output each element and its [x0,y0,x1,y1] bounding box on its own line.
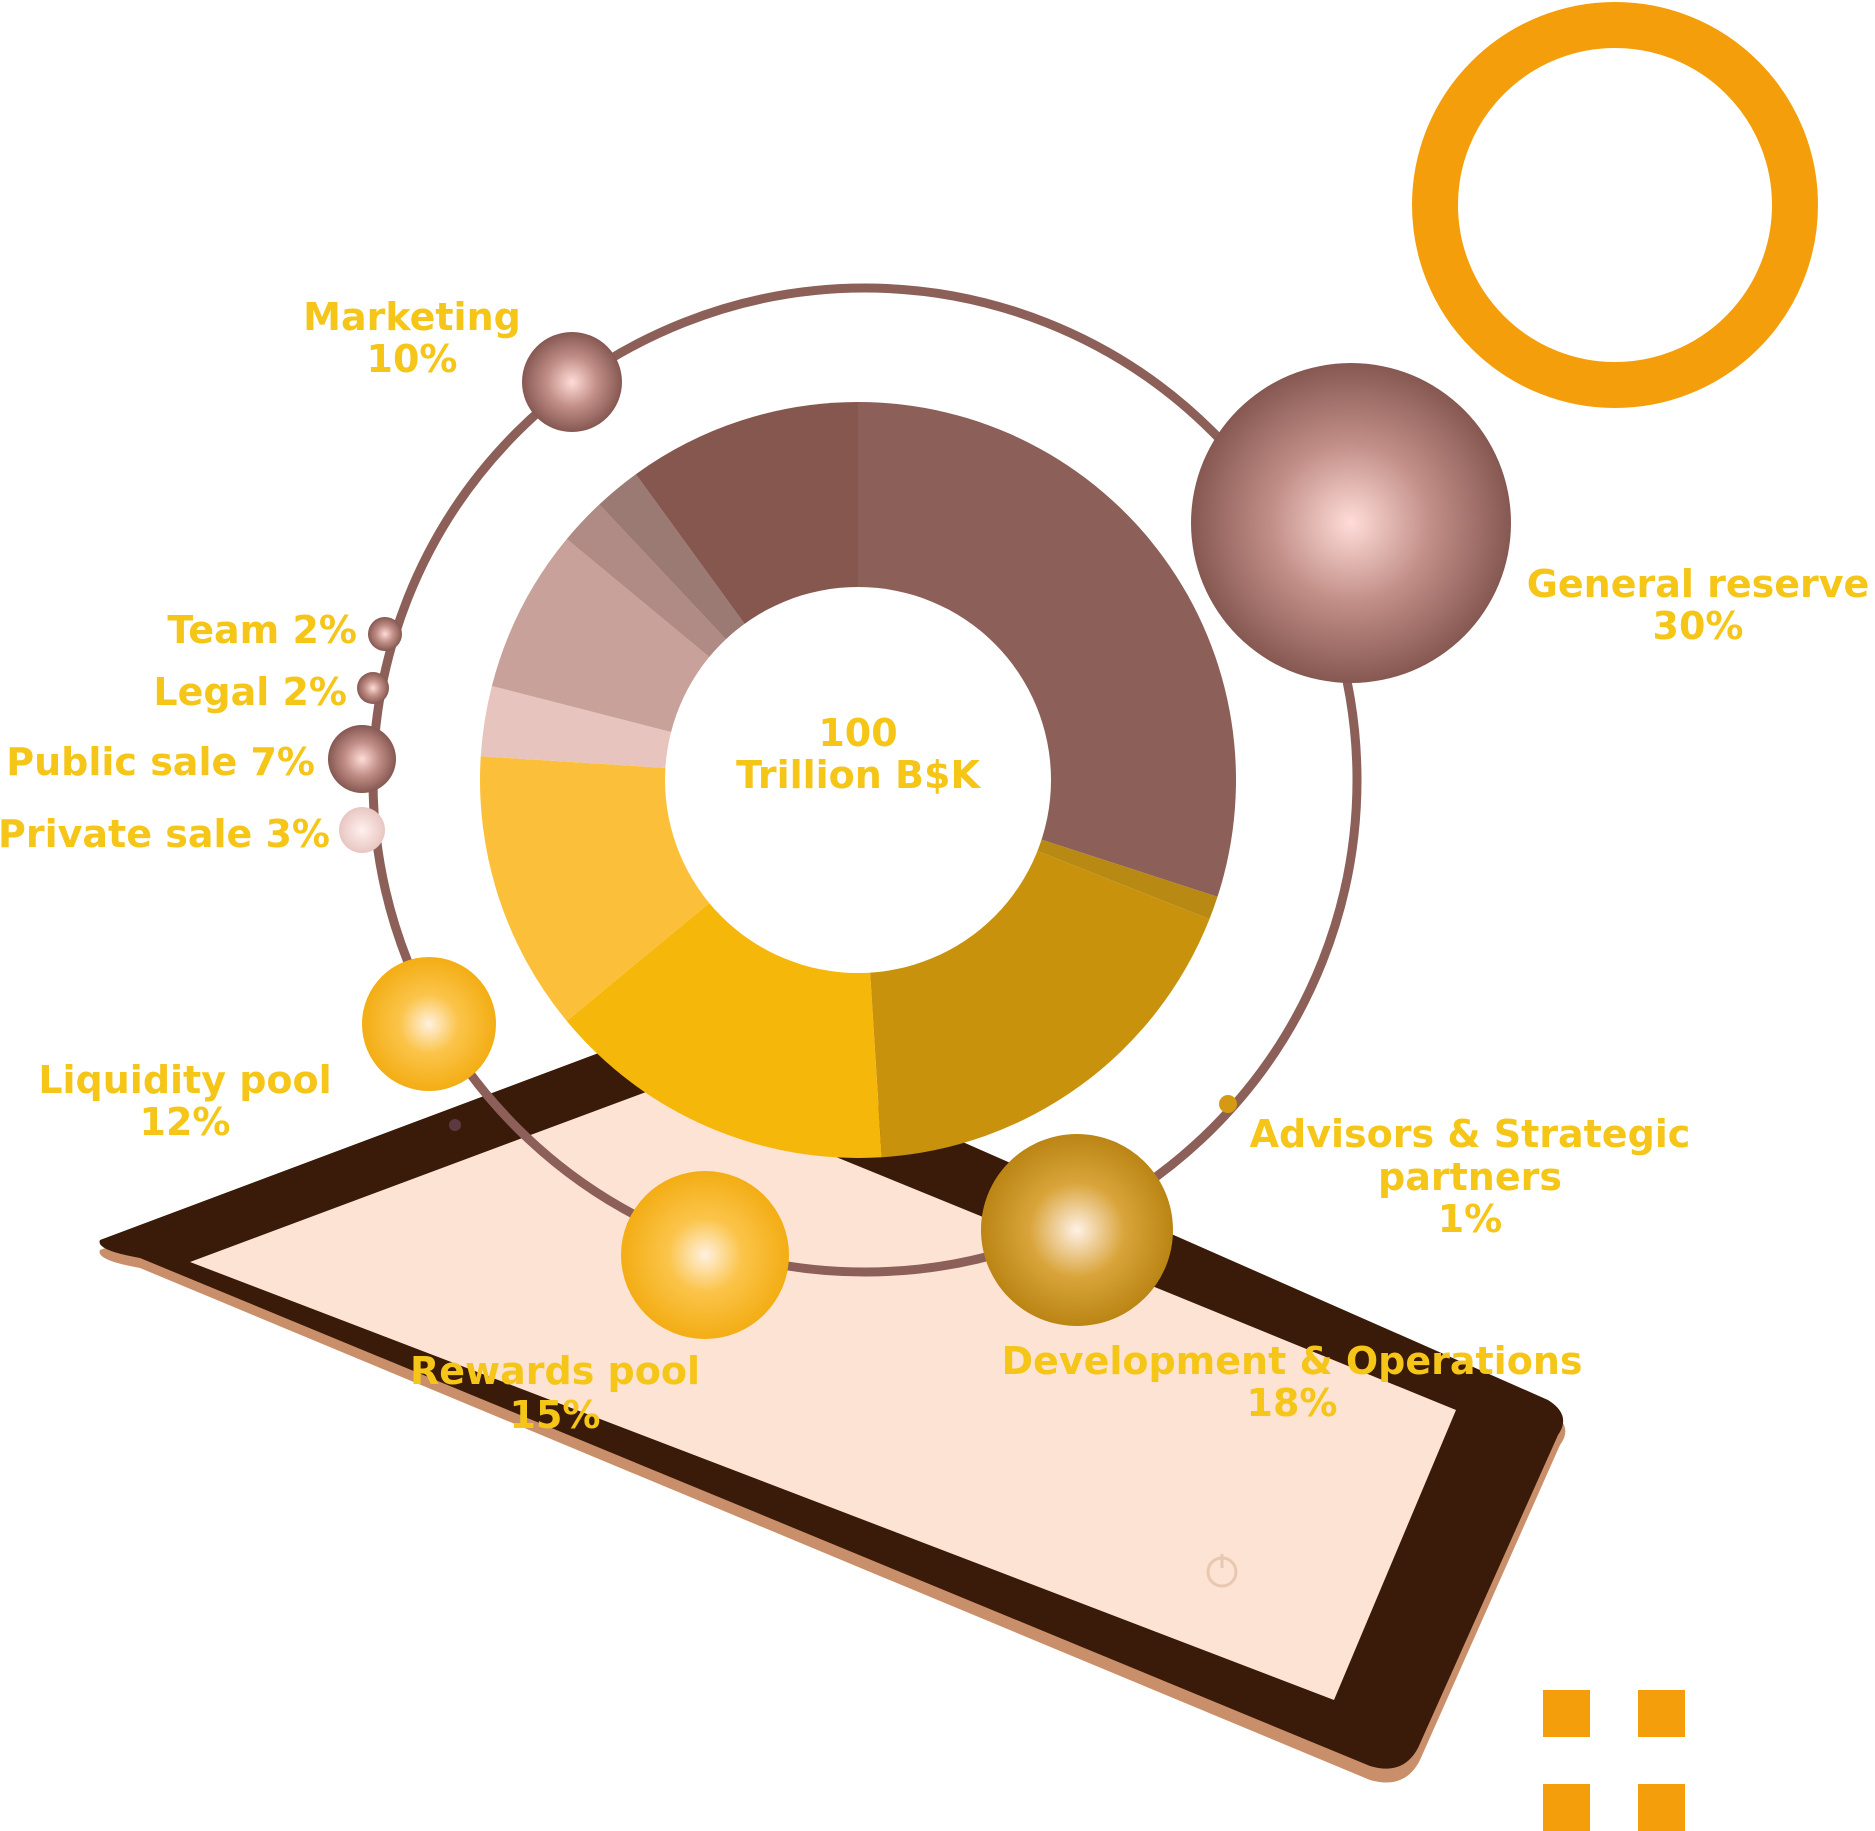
bubble-legal [357,672,389,704]
label-public-sale: Public sale 7% [6,740,315,784]
label-marketing-name: Marketing [303,295,521,339]
donut-hole [665,587,1051,973]
label-development-pct: 18% [1247,1381,1338,1425]
bubble-general-reserve [1191,363,1511,683]
label-advisors-pct: 1% [1438,1197,1503,1241]
label-general-reserve-pct: 30% [1653,604,1744,648]
tablet-screen [190,1086,1456,1700]
center-label-line2: Trillion B$K [736,753,981,797]
bubble-advisors [1219,1095,1237,1113]
label-liquidity-pool-pct: 12% [140,1100,231,1144]
bubble-public-sale [328,725,396,793]
label-advisors-line1: Advisors & Strategic [1250,1112,1691,1156]
decorative-ring [1412,2,1818,408]
bubble-private-sale [339,807,385,853]
bubble-development [981,1134,1173,1326]
label-marketing-pct: 10% [367,337,458,381]
label-general-reserve-name: General reserve [1527,562,1870,606]
label-rewards-pool-pct: 15% [510,1393,601,1437]
center-label-line1: 100 [818,711,897,755]
tablet-device [99,1026,1566,1783]
decorative-squares [1543,1690,1685,1831]
label-development-name: Development & Operations [1001,1339,1582,1383]
bubble-liquidity-pool [362,957,496,1091]
bubble-marketing [522,332,622,432]
label-legal: Legal 2% [153,670,347,714]
tablet-camera [449,1119,461,1131]
bubble-rewards-pool [621,1171,789,1339]
label-team: Team 2% [167,608,357,652]
power-button-icon [1206,1554,1238,1588]
label-private-sale: Private sale 3% [0,812,330,856]
label-advisors-line2: partners [1378,1155,1562,1199]
label-liquidity-pool-name: Liquidity pool [38,1058,331,1102]
bubble-team [368,617,402,651]
label-rewards-pool-name: Rewards pool [410,1349,700,1393]
